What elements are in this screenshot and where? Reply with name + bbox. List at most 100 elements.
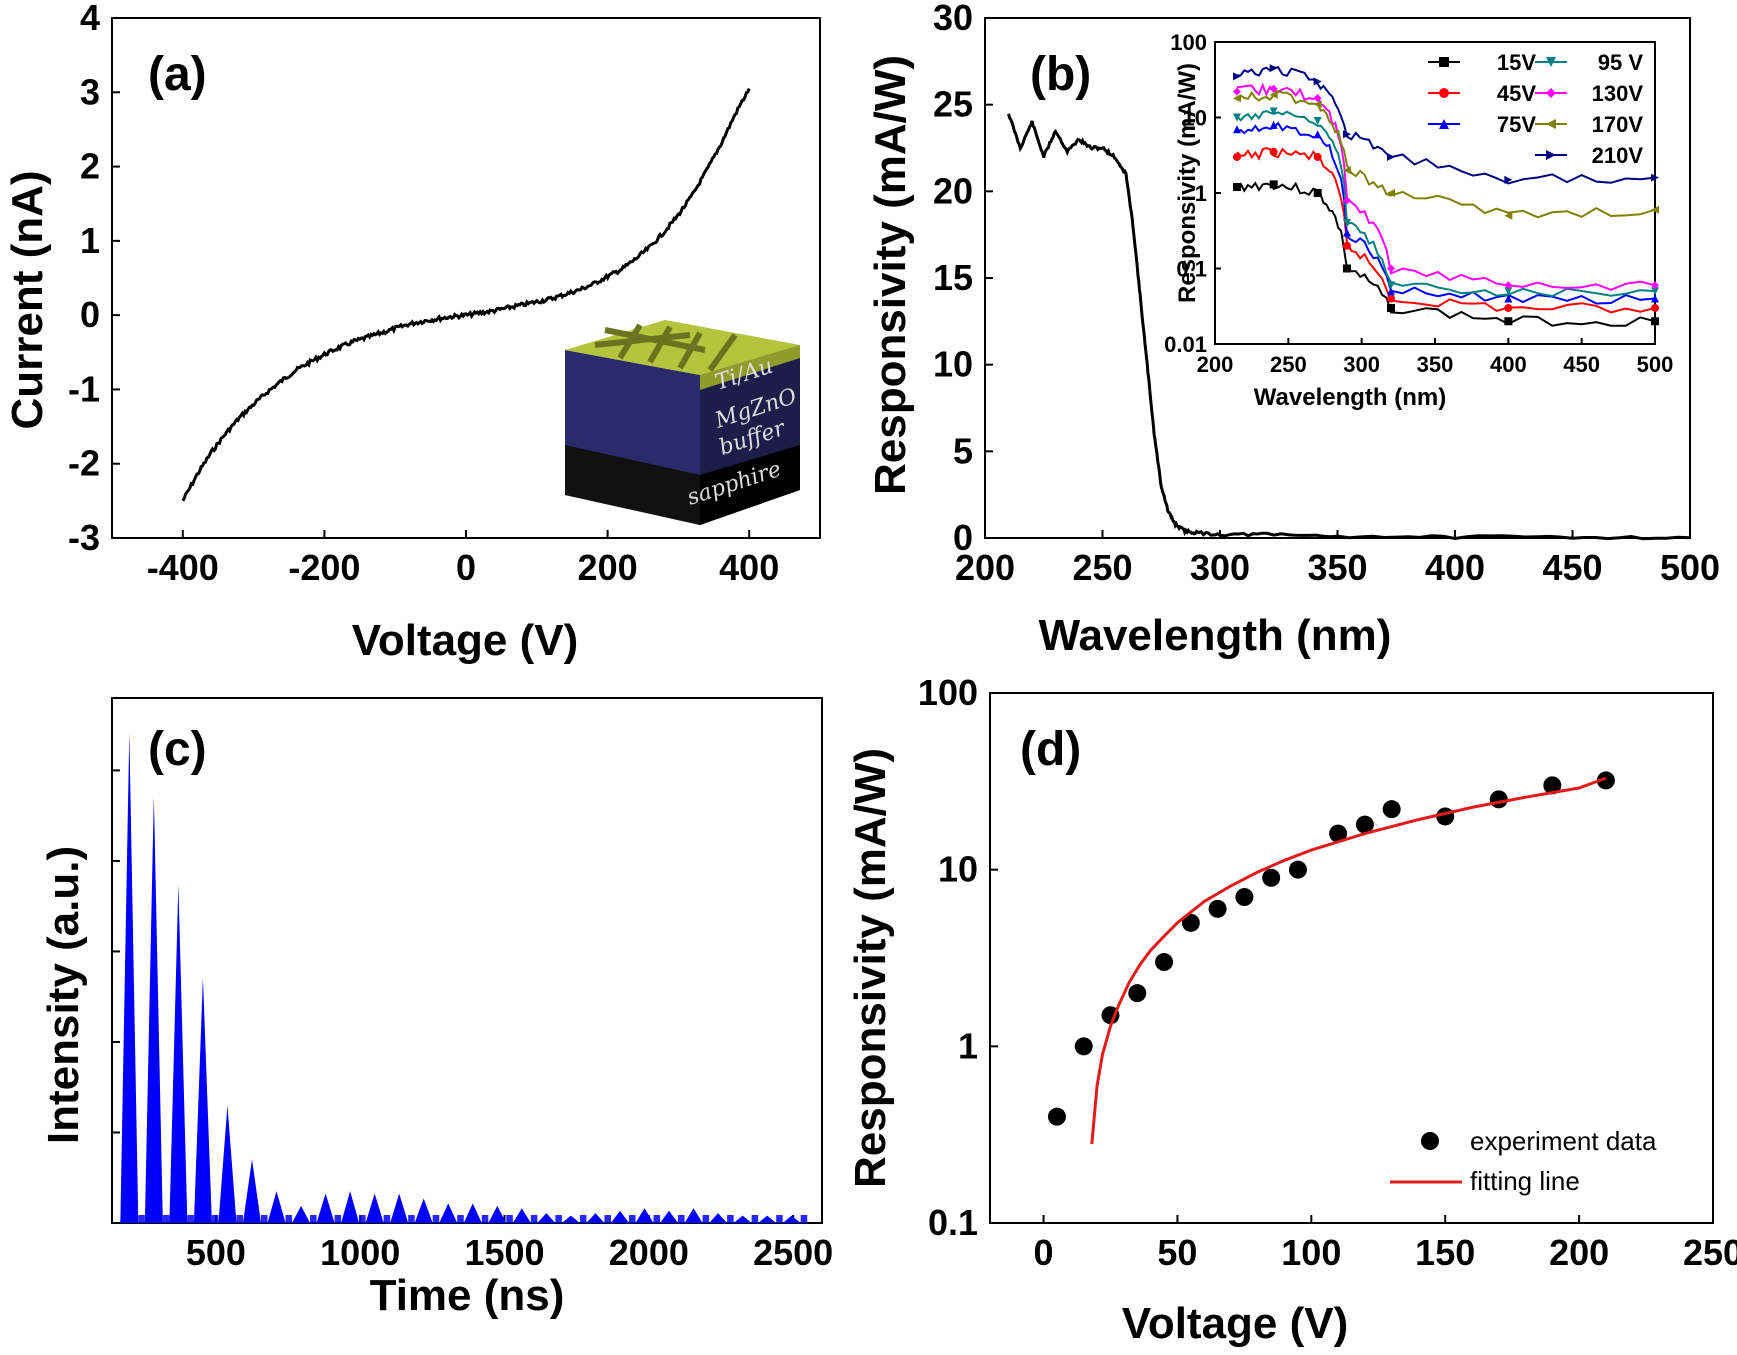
panel-b-inset-point	[1651, 317, 1659, 326]
panel-d-label: (d)	[1020, 723, 1081, 776]
panel-b-ytick-label: 30	[933, 0, 973, 38]
panel-c-baseline-noise	[800, 1215, 808, 1223]
panel-b-legend-label-6: 210V	[1592, 143, 1644, 168]
panel-c-xlabel: Time (ns)	[370, 1271, 565, 1320]
panel-b-inset-point	[1504, 175, 1513, 184]
panel-c-pulse	[144, 796, 163, 1223]
panel-b-ylabel: Responsivity (mA/W)	[866, 55, 915, 495]
panel-b-inset-point	[1504, 211, 1513, 220]
panel-a-ylabel: Current (nA)	[3, 170, 52, 429]
panel-d-plot-area: 0 50 100 150 200 250 0.1 1 10 100	[918, 672, 1737, 1273]
panel-b-inset-point	[1233, 125, 1241, 134]
panel-b-inset-point	[1343, 130, 1351, 139]
panel-c-baseline-noise	[530, 1215, 538, 1223]
panel-d-data-point	[1543, 776, 1562, 795]
panel-a-ytick-label: -3	[68, 517, 100, 558]
panel-c-xtick-label: 1000	[320, 1232, 400, 1273]
panel-c-baseline-noise	[457, 1215, 464, 1223]
panel-b-ytick-label: 10	[933, 344, 973, 385]
panel-c-pulse	[292, 1205, 311, 1223]
panel-d-data-point	[1288, 860, 1307, 879]
panel-b-inset-point	[1504, 317, 1513, 326]
panel-c-xtick-label: 500	[186, 1232, 246, 1273]
panel-b-inset-point	[1343, 166, 1351, 175]
panel-b-inset-point	[1269, 147, 1278, 156]
panel-b-legend-label-2: 75V	[1497, 112, 1536, 137]
panel-d-legend: experiment data fitting line	[1390, 1126, 1657, 1196]
panel-b-inset-point	[1651, 303, 1659, 312]
panel-c-baseline-noise	[408, 1215, 415, 1223]
panel-c-baseline-noise	[678, 1215, 685, 1223]
panel-b-inset-point	[1269, 107, 1278, 116]
panel-c: 500 1000 1500 2000 2500 (c) Time (ns) Intens…	[39, 697, 833, 1320]
panel-d-data-point	[1181, 913, 1200, 932]
panel-d-data-point	[1596, 771, 1615, 790]
panel-b-legend-marker-3	[1546, 57, 1556, 67]
panel-b-inset-point	[1651, 173, 1659, 182]
panel-c-pulse	[414, 1198, 433, 1223]
panel-b-inset-point	[1233, 94, 1241, 103]
panel-c-pulse	[341, 1191, 360, 1223]
panel-b-inset-point	[1343, 264, 1351, 273]
panel-b-inset-point	[1651, 294, 1659, 303]
panel-c-axes-frame	[111, 697, 823, 1224]
panel-b-inset-point	[1233, 152, 1241, 161]
panel-c-pulse	[365, 1193, 384, 1223]
panel-d-data-point	[1262, 868, 1281, 887]
panel-b: 200 250 300 350 400 450 500 0 5 10 15 20 25 30 (b) Wa…	[866, 0, 1720, 660]
panel-c-pulse	[242, 1159, 261, 1223]
panel-b-inset-point	[1504, 281, 1513, 290]
panel-b-xtick-label: 350	[1307, 547, 1367, 588]
panel-b-inset-point	[1504, 303, 1513, 312]
panel-b-inset-xlabel: Wavelength (nm)	[1254, 384, 1446, 411]
panel-d-axes-frame	[989, 692, 1714, 1224]
panel-c-pulse	[684, 1208, 703, 1223]
panel-d-xtick-label: 250	[1683, 1232, 1737, 1273]
panel-d-data-point	[1074, 1037, 1093, 1056]
panel-c-pulse	[463, 1203, 482, 1223]
panel-b-inset-point	[1387, 294, 1395, 303]
panel-c-pulse	[439, 1203, 458, 1223]
panel-d-xtick-label: 50	[1157, 1232, 1197, 1273]
panel-b-inset-point	[1313, 100, 1322, 109]
panel-c-label: (c)	[148, 723, 207, 776]
panel-b-plot-area: 200 250 300 350 400 450 500 0 5 10 15 20 25 30	[933, 0, 1720, 588]
panel-b-legend-marker-1	[1439, 88, 1449, 98]
panel-c-pulse	[635, 1208, 654, 1223]
panel-b-inset-xtick-label: 300	[1343, 352, 1380, 377]
panel-c-baseline-noise	[506, 1215, 513, 1223]
legend-marker-experiment-data	[1421, 1132, 1439, 1150]
panel-d: 0 50 100 150 200 250 0.1 1 10 100 (d) Voltage (V)…	[846, 672, 1737, 1348]
panel-b-legend-marker-6	[1546, 150, 1556, 160]
panel-c-pulse	[561, 1215, 580, 1223]
panel-c-pulse	[733, 1215, 752, 1223]
panel-b-inset-point	[1233, 72, 1241, 81]
panel-b-inset-point	[1269, 64, 1278, 73]
panel-c-xtick-label: 2000	[609, 1232, 689, 1273]
panel-b-inset-point	[1269, 90, 1278, 99]
panel-b-inset-point	[1313, 152, 1322, 161]
panel-b-inset-point	[1387, 189, 1395, 197]
panel-c-baseline-noise	[481, 1215, 489, 1223]
panel-c-baseline-noise	[555, 1215, 562, 1223]
panel-b-inset-point	[1313, 77, 1322, 86]
panel-d-ytick-label: 1	[958, 1025, 978, 1066]
panel-b-inset-point	[1313, 94, 1322, 103]
panel-b-inset-xtick-label: 200	[1197, 352, 1234, 377]
panel-b-inset-point	[1504, 294, 1513, 303]
panel-b-inset-xtick-label: 500	[1637, 352, 1674, 377]
legend-label-experiment-data: experiment data	[1470, 1126, 1657, 1156]
panel-c-pulse	[120, 732, 139, 1223]
panel-b-legend-label-0: 15V	[1497, 50, 1536, 75]
device-structure-inset: Ti/Au MgZnO buffer sapphire	[565, 320, 800, 525]
panel-a: -400 -200 0 200 400 -3 -2 -1 0 1 2 3 4 (a) Voltage (…	[3, 0, 821, 665]
legend-label-fitting-line: fitting line	[1470, 1166, 1580, 1196]
panel-a-xtick-label: -200	[288, 547, 360, 588]
panel-b-ytick-label: 0	[953, 517, 973, 558]
panel-d-data-point	[1382, 800, 1401, 819]
panel-b-xtick-label: 500	[1660, 547, 1720, 588]
panel-b-label: (b)	[1030, 48, 1091, 101]
panel-a-ytick-label: 3	[80, 71, 100, 112]
panel-b-legend-marker-0	[1439, 57, 1449, 67]
